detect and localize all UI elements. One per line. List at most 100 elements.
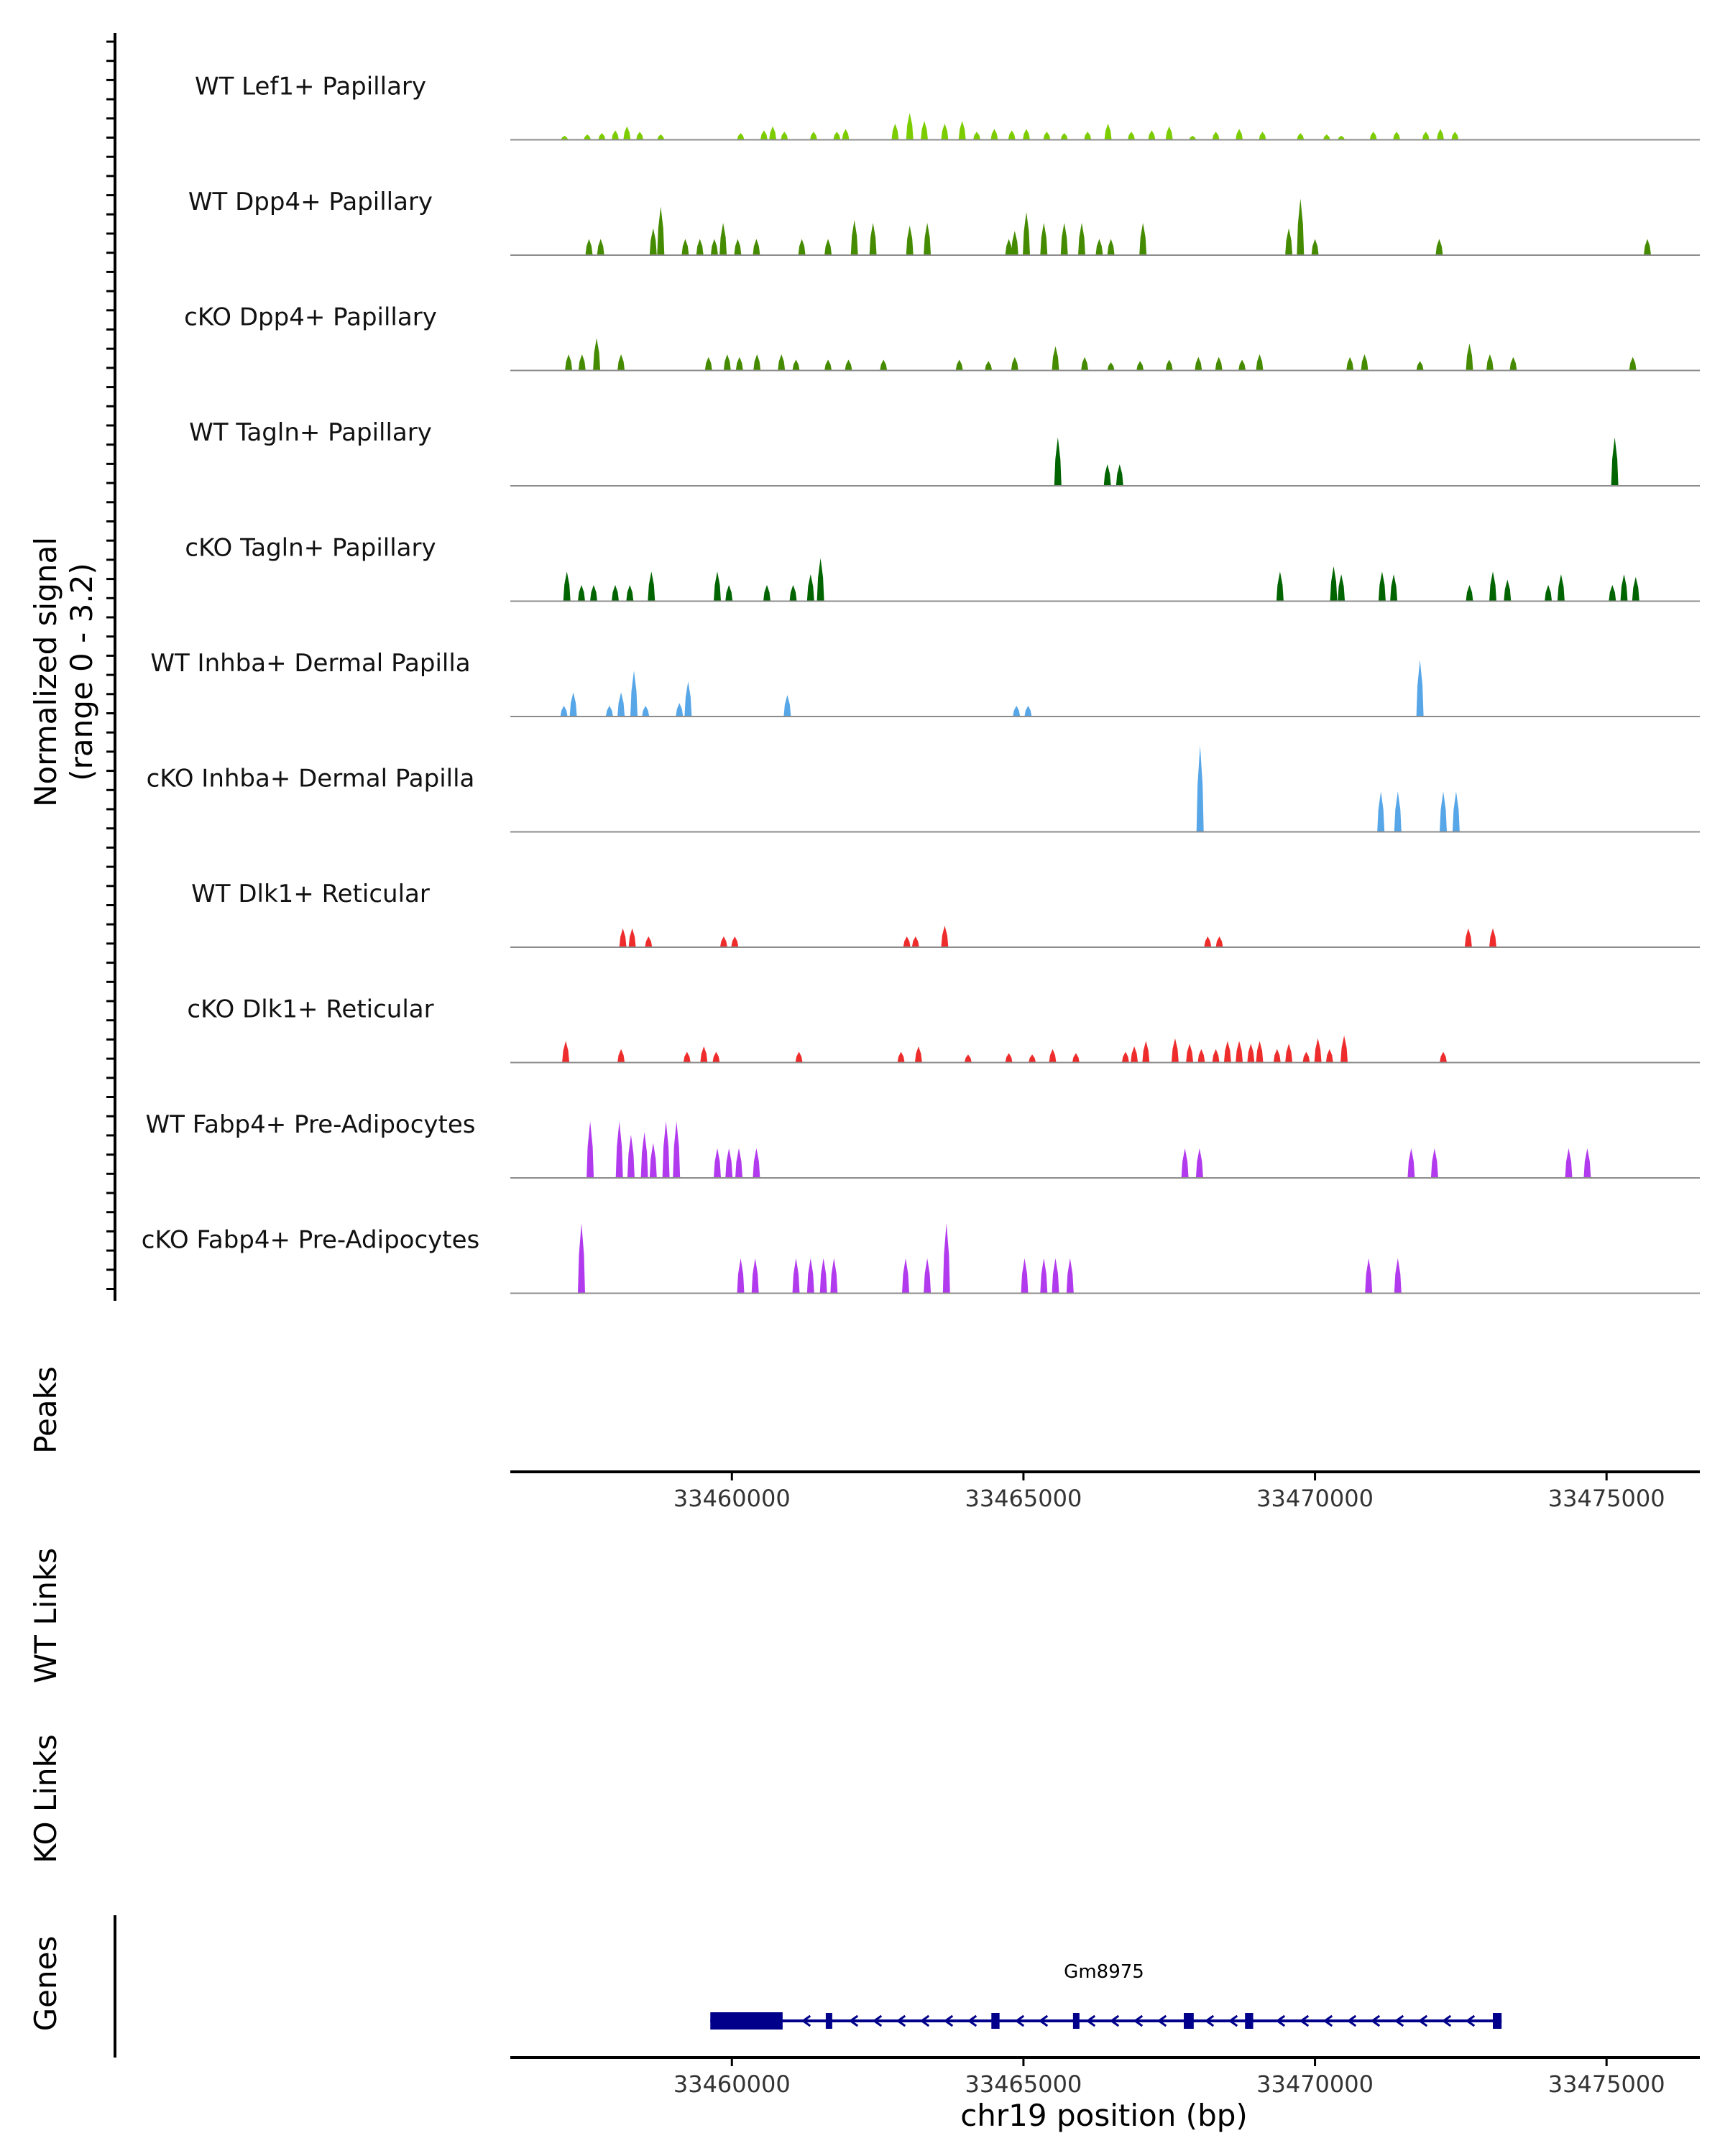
coverage-peak [1430,1148,1438,1178]
track-label: WT Inhba+ Dermal Papilla [150,649,470,678]
coverage-peak [1285,1044,1293,1063]
coverage-peak [964,1054,972,1063]
strand-arrow [1204,2014,1215,2027]
coverage-peak [1365,1258,1373,1294]
coverage-peak [649,1143,657,1178]
coverage-peak [1273,1049,1281,1063]
coverage-peak [914,1046,922,1063]
coverage-peak [734,239,742,255]
strand-arrow [1228,2014,1238,2027]
strand-arrow [1275,2014,1286,2027]
coverage-peak [1148,130,1156,140]
coverage-peak [1311,239,1319,255]
coverage-peak [598,133,606,140]
coverage-peak [1021,1258,1029,1294]
coverage-peak [753,1148,760,1178]
coverage-peak [1464,928,1472,947]
coverage-peak [1361,354,1368,371]
coverage-peak [1008,130,1016,140]
coverage-peak [684,681,692,717]
gene-exon [1072,2013,1080,2029]
coverage-peak [973,132,980,140]
coverage-peak [1466,585,1473,602]
x-tick-label: 33470000 [1256,1485,1374,1512]
coverage-peak [1212,1049,1220,1063]
coverage-peak [1369,132,1377,140]
coverage-peak [1195,356,1202,371]
coverage-peak [1297,133,1305,140]
coverage-peak [824,359,832,371]
strand-arrow [1109,2014,1120,2027]
coverage-peak [696,239,704,255]
coverage-peak [1104,124,1112,140]
coverage-peak [737,1258,745,1294]
coverage-peak [714,571,721,602]
coverage-peak [1435,239,1443,255]
coverage-peak [578,1223,585,1294]
coverage-peak [681,239,689,255]
coverage-peak [626,585,634,602]
coverage-peak [924,223,932,255]
coverage-peak [911,936,919,947]
coverage-peak [617,692,625,717]
coverage-peak [700,1046,708,1063]
coverage-peak [1346,356,1354,371]
coverage-peak [1107,362,1115,371]
coverage-peak [783,695,791,717]
coverage-peak [1107,239,1115,255]
coverage-peak [1029,1054,1036,1063]
y-axis-label-line1: Normalized signal [28,537,63,807]
coverage-peak [809,132,817,140]
coverage-peak [1023,212,1030,255]
coverage-peak [830,1258,838,1294]
coverage-peak [1276,571,1284,602]
coverage-peak [649,228,657,255]
coverage-peak [806,1258,814,1294]
coverage-peak [806,574,814,602]
coverage-peak [1023,129,1030,140]
coverage-peak [1393,132,1401,140]
coverage-peak [648,571,656,602]
track-cko-inhba-dermal-papilla: cKO Inhba+ Dermal Papilla [147,745,1700,833]
coverage-peak [612,130,619,140]
coverage-peak [1212,132,1220,140]
coverage-peak [1486,354,1494,371]
coverage-peak [880,359,888,371]
coverage-peak [1223,1041,1231,1063]
track-label: WT Dlk1+ Reticular [191,880,430,908]
track-cko-fabp4-pre-adipocytes: cKO Fabp4+ Pre-Adipocytes [142,1223,1700,1294]
track-label: cKO Tagln+ Papillary [185,534,436,563]
coverage-peak [1377,791,1385,832]
strand-arrow [1417,2014,1428,2027]
coverage-peak [617,1049,625,1063]
coverage-peak [578,354,586,371]
coverage-peak [619,928,627,947]
strand-arrow [801,2014,811,2027]
coverage-peak [789,585,797,602]
ko-links-section-label: KO Links [28,1734,63,1864]
gene-exon [1245,2013,1254,2029]
coverage-peak [897,1051,905,1063]
coverage-peak [657,134,665,140]
coverage-peak [1611,437,1619,486]
genes-section-label: Genes [28,1936,63,2032]
coverage-peak [1131,1046,1138,1063]
coverage-peak [1040,223,1048,255]
coverage-peak [891,124,899,140]
coverage-peak [1136,361,1144,371]
coverage-peak [1011,231,1018,255]
coverage-peak [563,571,571,602]
strand-arrow [943,2014,954,2027]
coverage-peak [1452,791,1460,832]
y-axis-ticks [106,40,115,1290]
coverage-peak [1259,132,1266,140]
track-cko-dlk1-reticular: cKO Dlk1+ Reticular [187,995,1700,1064]
strand-arrow [967,2014,978,2027]
coverage-peak [1236,1041,1243,1063]
track-label: WT Tagln+ Papillary [189,418,432,447]
coverage-peak [735,356,743,371]
strand-arrow [1370,2014,1381,2027]
coverage-peak [1084,132,1092,140]
coverage-peak [1557,574,1565,602]
gene-track [710,2012,1502,2030]
